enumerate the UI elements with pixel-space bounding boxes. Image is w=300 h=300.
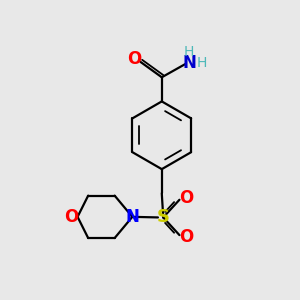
Text: O: O: [128, 50, 142, 68]
Text: H: H: [196, 56, 207, 70]
Text: O: O: [179, 189, 193, 207]
Text: S: S: [157, 208, 170, 226]
Text: O: O: [64, 208, 78, 226]
Text: H: H: [184, 45, 194, 59]
Text: N: N: [125, 208, 139, 226]
Text: N: N: [182, 54, 196, 72]
Text: O: O: [179, 228, 193, 246]
